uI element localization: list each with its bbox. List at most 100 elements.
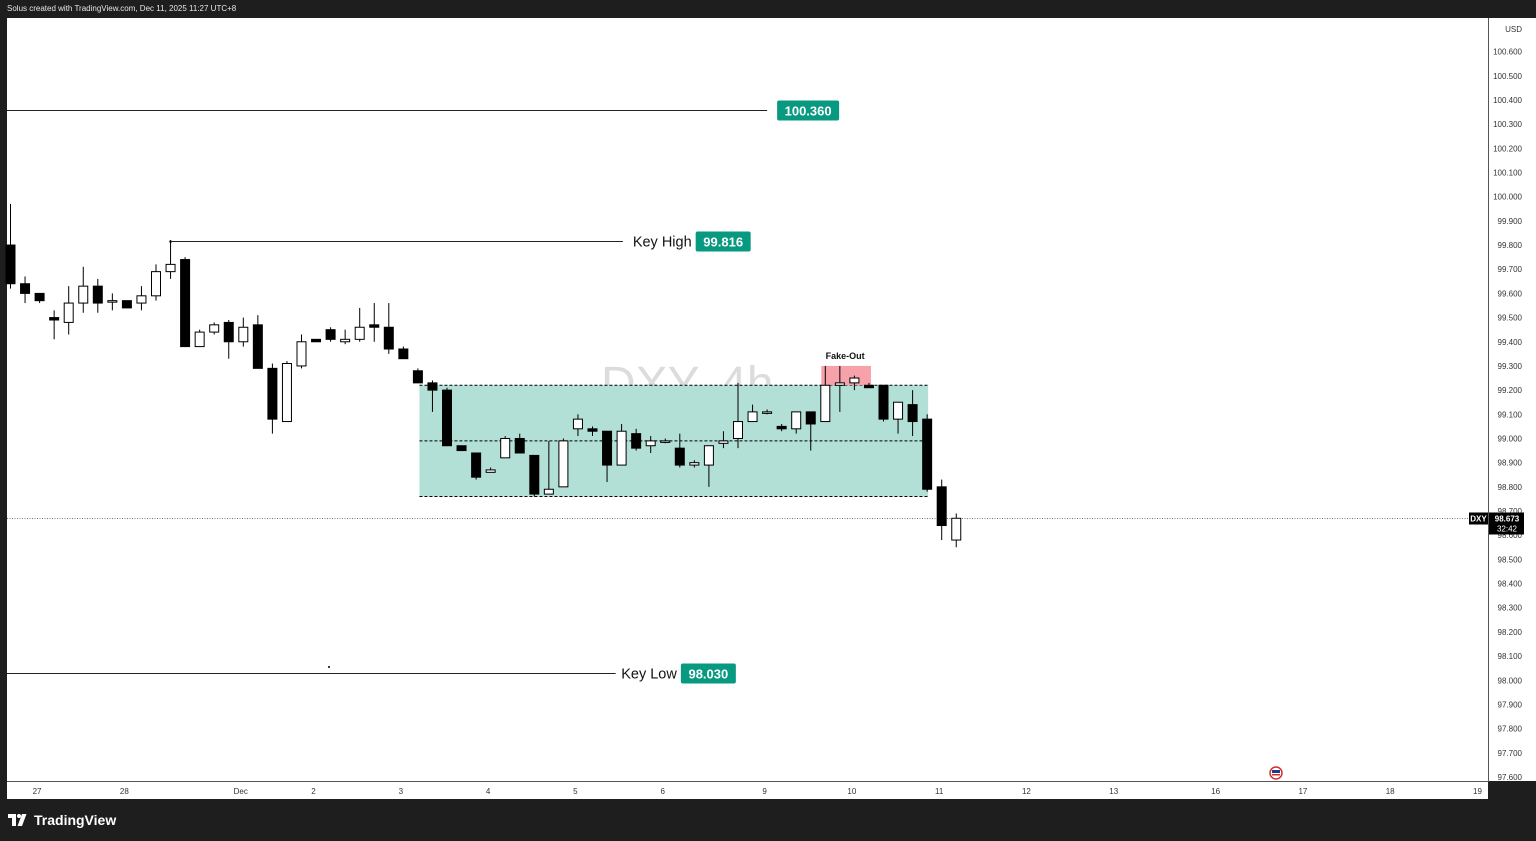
candle-body[interactable] bbox=[485, 469, 496, 473]
candle-body[interactable] bbox=[151, 271, 161, 297]
price-tick: 97.900 bbox=[1498, 700, 1523, 709]
candle-body[interactable] bbox=[194, 331, 205, 348]
candle-body[interactable] bbox=[427, 382, 438, 391]
candle-body[interactable] bbox=[907, 404, 918, 423]
candle-body[interactable] bbox=[63, 302, 74, 323]
price-tick: 99.900 bbox=[1498, 217, 1523, 226]
time-tick: 13 bbox=[1109, 787, 1118, 796]
tradingview-wordmark: TradingView bbox=[34, 812, 117, 828]
last-price-symbol-tag[interactable] bbox=[1469, 512, 1488, 525]
price-tick: 100.400 bbox=[1493, 96, 1522, 105]
price-axis[interactable] bbox=[1489, 18, 1536, 781]
candle-body[interactable] bbox=[383, 326, 394, 350]
last-price-symbol: DXY bbox=[1470, 515, 1487, 524]
candle-body[interactable] bbox=[863, 384, 874, 389]
candle-body[interactable] bbox=[718, 440, 729, 444]
candle-body[interactable] bbox=[558, 440, 569, 488]
candle-body[interactable] bbox=[631, 433, 642, 449]
candle-body[interactable] bbox=[805, 411, 816, 425]
candle-body[interactable] bbox=[500, 437, 511, 459]
price-tick: 98.800 bbox=[1498, 483, 1523, 492]
last-price-tag[interactable] bbox=[1489, 512, 1524, 535]
level-tag-2[interactable] bbox=[695, 231, 751, 252]
time-tick: 18 bbox=[1386, 787, 1395, 796]
candle-body[interactable] bbox=[223, 321, 234, 343]
candle-body[interactable] bbox=[471, 452, 482, 478]
candle-body[interactable] bbox=[703, 445, 714, 466]
level-price-2: 99.816 bbox=[703, 235, 743, 250]
candle-body[interactable] bbox=[92, 285, 103, 304]
candle-body[interactable] bbox=[456, 445, 467, 452]
candle-body[interactable] bbox=[776, 425, 787, 430]
candle-body[interactable] bbox=[893, 401, 904, 420]
candle-body[interactable] bbox=[587, 428, 598, 432]
candle-body[interactable] bbox=[834, 382, 845, 386]
candle-body[interactable] bbox=[281, 363, 292, 423]
candle-body[interactable] bbox=[936, 486, 947, 527]
candle-body[interactable] bbox=[20, 283, 31, 294]
price-tick: 100.500 bbox=[1493, 72, 1522, 81]
last-price-countdown: 32:42 bbox=[1497, 525, 1518, 534]
candle-body[interactable] bbox=[121, 300, 132, 309]
candle-body[interactable] bbox=[689, 462, 700, 466]
candle-body[interactable] bbox=[267, 367, 278, 420]
time-tick: 10 bbox=[847, 787, 856, 796]
candle-body[interactable] bbox=[412, 370, 423, 384]
candle-body[interactable] bbox=[398, 348, 409, 360]
candle-body[interactable] bbox=[78, 285, 89, 304]
time-tick: 6 bbox=[660, 787, 665, 796]
candle-body[interactable] bbox=[820, 384, 831, 423]
candle-body[interactable] bbox=[572, 418, 583, 430]
time-tick: 2 bbox=[311, 787, 316, 796]
candle-body[interactable] bbox=[325, 329, 336, 340]
candle-body[interactable] bbox=[311, 338, 322, 343]
candle-body[interactable] bbox=[762, 411, 773, 414]
time-axis[interactable] bbox=[7, 782, 1488, 799]
candle-body[interactable] bbox=[849, 377, 860, 384]
candle-body[interactable] bbox=[645, 440, 656, 447]
candle-body[interactable] bbox=[296, 341, 307, 367]
tradingview-logo[interactable]: TradingView bbox=[8, 812, 117, 828]
candle-body[interactable] bbox=[660, 440, 671, 443]
candle-body[interactable] bbox=[616, 430, 627, 466]
candle-body[interactable] bbox=[354, 326, 365, 340]
candle-body[interactable] bbox=[107, 300, 118, 303]
level-tag-1[interactable] bbox=[777, 100, 840, 121]
candle-body[interactable] bbox=[514, 437, 525, 454]
price-tick: 100.100 bbox=[1493, 169, 1522, 178]
time-tick: 28 bbox=[120, 787, 129, 796]
candle-body[interactable] bbox=[733, 421, 743, 439]
level-name-3: Key Low bbox=[621, 667, 677, 683]
level-tag-3[interactable] bbox=[680, 663, 736, 684]
candle-body[interactable] bbox=[791, 411, 802, 430]
candle-body[interactable] bbox=[34, 292, 45, 302]
price-tick: 100.200 bbox=[1493, 144, 1522, 153]
candle-body[interactable] bbox=[543, 488, 554, 495]
candle-body[interactable] bbox=[49, 317, 60, 321]
candle-body[interactable] bbox=[529, 454, 540, 495]
candle-body[interactable] bbox=[922, 418, 933, 490]
level-name-2: Key High bbox=[633, 235, 692, 251]
candle-body[interactable] bbox=[878, 384, 889, 420]
candle-body[interactable] bbox=[747, 411, 758, 423]
candle-body[interactable] bbox=[951, 517, 962, 541]
price-tick: 99.000 bbox=[1498, 434, 1523, 443]
price-tick: 99.200 bbox=[1498, 386, 1523, 395]
price-tick: 99.100 bbox=[1498, 410, 1523, 419]
candle-body[interactable] bbox=[165, 263, 176, 273]
candle-body[interactable] bbox=[602, 430, 613, 466]
tradingview-icon bbox=[8, 814, 27, 826]
candle-body[interactable] bbox=[340, 338, 351, 343]
candle-body[interactable] bbox=[5, 244, 16, 285]
candle-body[interactable] bbox=[136, 295, 147, 304]
candle-body[interactable] bbox=[442, 389, 452, 447]
candle-body[interactable] bbox=[369, 324, 380, 328]
candle-body[interactable] bbox=[209, 324, 220, 333]
candle-body[interactable] bbox=[238, 326, 249, 343]
candle-body[interactable] bbox=[252, 324, 263, 369]
price-tick: 100.600 bbox=[1493, 48, 1522, 57]
bottom-bar: TradingView bbox=[0, 799, 1536, 841]
candle-body[interactable] bbox=[180, 259, 191, 348]
candle-body[interactable] bbox=[674, 447, 685, 466]
